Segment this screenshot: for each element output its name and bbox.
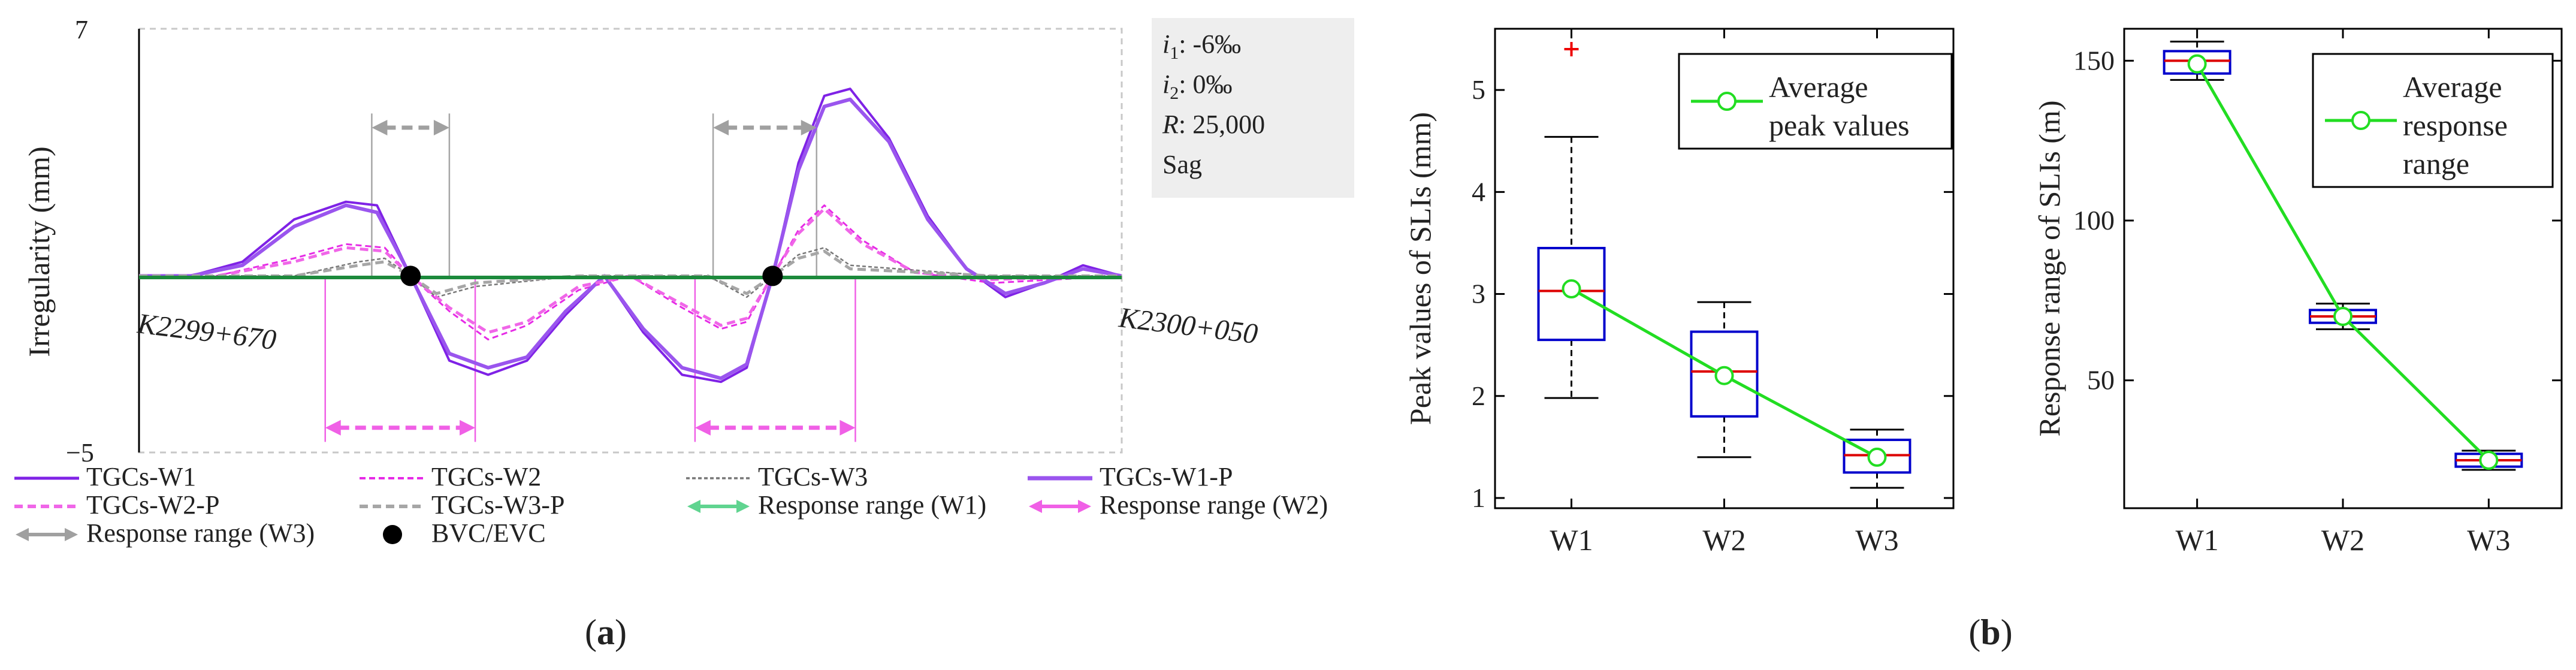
legend-label: Response range (W3) (86, 518, 315, 548)
legend-label: TGCs-W2 (431, 462, 541, 491)
x-tick-label: W1 (1550, 523, 1593, 557)
legend-item-bvc-evc: BVC/EVC (383, 518, 546, 548)
legend-text: response (2403, 108, 2508, 142)
bvc-evc-point (400, 265, 421, 286)
legend-label: Response range (W2) (1100, 490, 1328, 520)
average-marker (1562, 279, 1581, 299)
start-chainage-label: K2299+670 (135, 307, 278, 356)
bvc-evc-points (400, 265, 783, 286)
x-tick-label: W3 (2467, 523, 2510, 557)
legend-label: TGCs-W2-P (86, 490, 219, 520)
panel-a-ymax-label: 7 (75, 15, 88, 44)
info-i1: i1: -6‰ (1162, 29, 1241, 63)
response-range-guides (324, 113, 856, 442)
bvc-evc-point (762, 265, 783, 286)
info-box-bg (1152, 18, 1354, 198)
panel-b: 1 2 3 4 5 W1 W2 W3 Peak values of SLIs (mm) Avera… (1403, 28, 2563, 652)
response-range-w3-arrow (372, 119, 449, 135)
legend-text: peak values (1769, 108, 1910, 142)
legend-item-response-range-w2-: Response range (W2) (1029, 490, 1328, 520)
legend-label: TGCs-W1 (86, 462, 196, 491)
peak-values-chart: 1 2 3 4 5 W1 W2 W3 Peak values of SLIs (mm) Avera… (1403, 28, 1955, 557)
y-tick-label: 1 (1472, 482, 1485, 513)
panel-a-frame (138, 28, 1123, 454)
y-axis-label: Response range of SLIs (m) (2033, 101, 2066, 437)
legend-item-tgcs-w3-p: TGCs-W3-P (360, 490, 564, 520)
legend-item-response-range-w1-: Response range (W1) (687, 490, 986, 520)
legend-item-tgcs-w2: TGCs-W2 (360, 462, 541, 491)
legend-text: Average (1769, 70, 1868, 104)
x-tick-label: W2 (2321, 523, 2364, 557)
legend-item-tgcs-w1-p: TGCs-W1-P (1028, 462, 1233, 491)
curve-info-box: i1: -6‰ i2: 0‰ R: 25,000 Sag (1152, 18, 1354, 198)
panel-a: 7 −5 Irregularity (mm) K2299+670 K2300+0… (14, 15, 1354, 652)
panel-a-y-label: Irregularity (mm) (22, 146, 56, 357)
legend-label: TGCs-W3-P (431, 490, 564, 520)
legend-label: TGCs-W3 (758, 462, 868, 491)
y-tick-label: 50 (2087, 365, 2115, 396)
x-tick-label: W1 (2176, 523, 2219, 557)
average-marker (1867, 447, 1887, 467)
x-tick-label: W2 (1702, 523, 1745, 557)
legend-text: Average (2403, 70, 2502, 104)
y-tick-label: 5 (1472, 74, 1485, 105)
info-i2: i2: 0‰ (1162, 70, 1232, 103)
info-curve-type: Sag (1162, 150, 1202, 179)
x-tick-label: W3 (1855, 523, 1898, 557)
y-tick-label: 2 (1472, 381, 1485, 411)
y-tick-label: 150 (2073, 45, 2115, 76)
legend-item-tgcs-w2-p: TGCs-W2-P (14, 490, 219, 520)
series-tgcs-w3 (139, 247, 1122, 298)
series-tgcs-w1 (139, 87, 1122, 384)
response-range-w3-arrow (713, 119, 817, 135)
end-chainage-label: K2300+050 (1117, 301, 1260, 350)
info-radius: R: 25,000 (1162, 110, 1265, 139)
response-range-w2-arrow (325, 419, 476, 436)
legend-label: BVC/EVC (431, 518, 546, 548)
legend-item-response-range-w3-: Response range (W3) (16, 518, 315, 548)
average-legend: Average peak values (1678, 53, 1953, 150)
caption-a: (a) (585, 612, 627, 652)
y-tick-label: 4 (1472, 176, 1485, 207)
legend-text: range (2403, 147, 2469, 180)
response-range-chart: 50 100 150 W1 W2 W3 Response range of SLIs (m)… (2033, 28, 2563, 557)
average-marker (2333, 307, 2352, 326)
average-legend: Average response range (2312, 53, 2554, 188)
y-tick-label: 3 (1472, 279, 1485, 309)
response-range-arrows (325, 119, 856, 436)
legend-item-tgcs-w3: TGCs-W3 (686, 462, 868, 491)
series-tgcs-w2-p (139, 207, 1122, 334)
average-marker (2479, 451, 2499, 470)
panel-a-ymin-label: −5 (66, 438, 94, 467)
legend-label: TGCs-W1-P (1100, 462, 1233, 491)
series-tgcs-w1-p (139, 97, 1122, 381)
legend-label: Response range (W1) (758, 490, 986, 520)
response-range-w2-arrow (694, 419, 856, 436)
series-tgcs-w2 (139, 204, 1122, 340)
box-w1 (1537, 42, 1606, 399)
panel-a-legend: TGCs-W1 TGCs-W2 TGCs-W3 TGCs-W1-P TGCs-W2-P T… (14, 462, 1328, 548)
series-lines (139, 87, 1122, 384)
y-axis-label: Peak values of SLIs (mm) (1403, 112, 1437, 425)
y-tick-label: 100 (2073, 205, 2115, 236)
caption-b: (b) (1968, 612, 2012, 652)
legend-item-tgcs-w1: TGCs-W1 (14, 462, 196, 491)
average-marker (1714, 366, 1734, 385)
average-marker (2187, 54, 2207, 74)
